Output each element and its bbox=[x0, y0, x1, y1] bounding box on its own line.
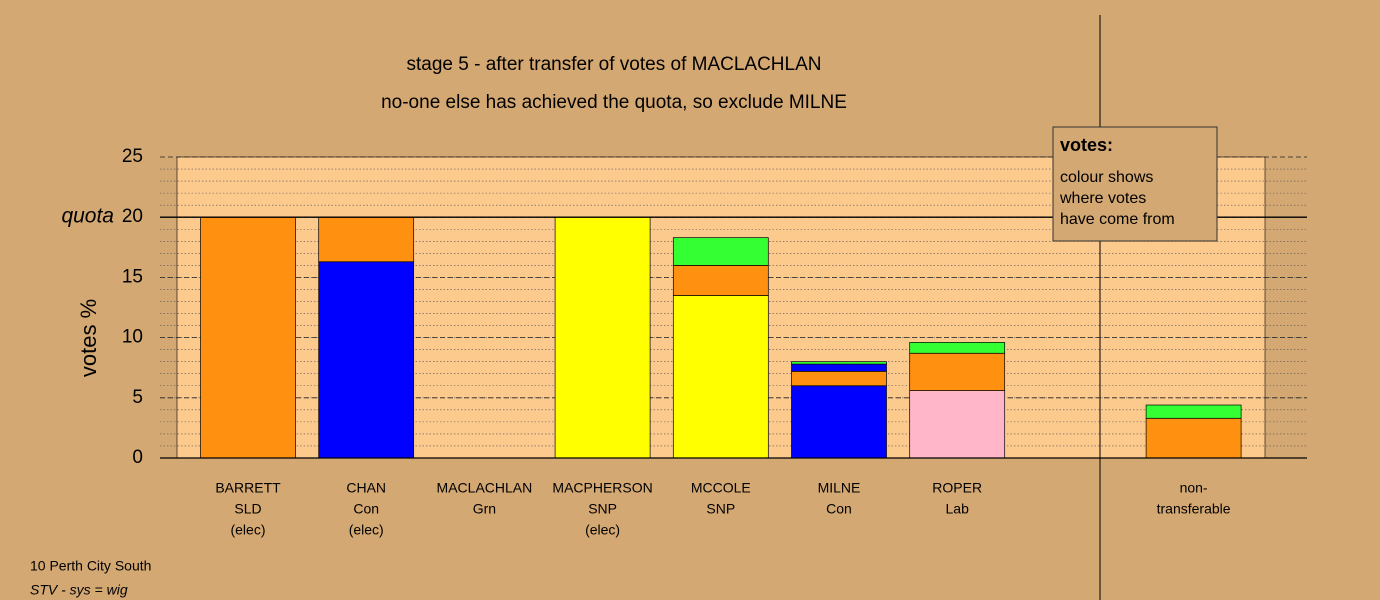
bar-segment bbox=[554, 216, 651, 459]
x-tick-label: BARRETT bbox=[215, 480, 281, 496]
bar-segment bbox=[909, 390, 1006, 459]
bar-segment bbox=[318, 216, 415, 263]
bar-segment bbox=[672, 295, 769, 459]
overlay: 0 5 10 15 20 25 BARRETT SLD (elec) CHAN Con (elec) M… bbox=[122, 146, 1307, 538]
quota-label: quota bbox=[61, 205, 114, 228]
x-tick-label: MACPHERSON bbox=[552, 480, 652, 496]
bars bbox=[200, 216, 1242, 459]
x-tick-label: SLD bbox=[234, 501, 261, 517]
chart-title: stage 5 - after transfer of votes of MAC… bbox=[406, 54, 821, 75]
x-tick-label: Lab bbox=[946, 501, 970, 517]
legend-text: where votes bbox=[1059, 190, 1146, 207]
y-axis-label: votes % bbox=[76, 299, 101, 377]
y-tick-label: 15 bbox=[122, 266, 143, 287]
legend-text: have come from bbox=[1060, 211, 1175, 228]
bar-segment bbox=[791, 385, 887, 459]
legend-text: colour shows bbox=[1060, 169, 1153, 186]
x-tick-label: (elec) bbox=[349, 522, 384, 538]
legend-box bbox=[1052, 126, 1218, 242]
bar-segment bbox=[909, 352, 1006, 391]
y-tick-label: 25 bbox=[122, 146, 143, 167]
bar-segment bbox=[791, 361, 887, 365]
footer: 10 Perth City South bbox=[30, 558, 151, 574]
x-tick-label: SNP bbox=[706, 501, 735, 517]
bar-segment bbox=[791, 370, 887, 387]
y-tick-label: 10 bbox=[122, 327, 143, 348]
x-tick-label: SNP bbox=[588, 501, 617, 517]
y-tick-label: 20 bbox=[122, 206, 143, 227]
bar-segment bbox=[318, 261, 415, 459]
bar-segment bbox=[672, 237, 769, 266]
x-tick-label: Grn bbox=[473, 501, 496, 517]
x-tick-label: MACLACHLAN bbox=[437, 480, 533, 496]
footer: STV - sys = wig bbox=[30, 582, 128, 598]
chart-subtitle: no-one else has achieved the quota, so e… bbox=[381, 92, 847, 113]
x-tick-label: (elec) bbox=[230, 522, 265, 538]
x-tick-label: MILNE bbox=[818, 480, 861, 496]
bar-segment bbox=[1145, 404, 1242, 419]
x-tick-label: Con bbox=[353, 501, 379, 517]
x-tick-label: (elec) bbox=[585, 522, 620, 538]
y-tick-label: 5 bbox=[132, 387, 143, 408]
bar-segment bbox=[1145, 417, 1242, 459]
x-tick-label: Con bbox=[826, 501, 852, 517]
bar-segment bbox=[909, 342, 1006, 354]
y-tick-label: 0 bbox=[132, 447, 143, 468]
x-tick-label: CHAN bbox=[346, 480, 386, 496]
x-tick-label: non- bbox=[1180, 480, 1208, 496]
bar-segment bbox=[672, 265, 769, 296]
bar-segment bbox=[200, 216, 296, 459]
x-tick-label: transferable bbox=[1157, 501, 1231, 517]
x-tick-label: ROPER bbox=[932, 480, 982, 496]
bar-segment bbox=[791, 363, 887, 372]
x-tick-label: MCCOLE bbox=[691, 480, 751, 496]
legend-title: votes: bbox=[1060, 135, 1113, 155]
